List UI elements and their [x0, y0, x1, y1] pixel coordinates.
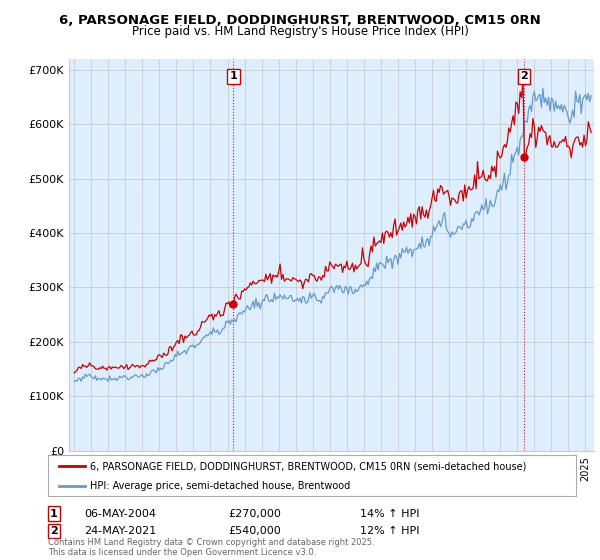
Text: Price paid vs. HM Land Registry's House Price Index (HPI): Price paid vs. HM Land Registry's House … [131, 25, 469, 38]
Text: 24-MAY-2021: 24-MAY-2021 [84, 526, 156, 536]
Text: 2: 2 [50, 526, 58, 536]
Text: 06-MAY-2004: 06-MAY-2004 [84, 508, 156, 519]
Text: 12% ↑ HPI: 12% ↑ HPI [360, 526, 419, 536]
Text: £270,000: £270,000 [228, 508, 281, 519]
Text: 14% ↑ HPI: 14% ↑ HPI [360, 508, 419, 519]
Text: Contains HM Land Registry data © Crown copyright and database right 2025.
This d: Contains HM Land Registry data © Crown c… [48, 538, 374, 557]
Text: 1: 1 [230, 72, 238, 81]
Text: 1: 1 [50, 508, 58, 519]
Text: 6, PARSONAGE FIELD, DODDINGHURST, BRENTWOOD, CM15 0RN (semi-detached house): 6, PARSONAGE FIELD, DODDINGHURST, BRENTW… [90, 461, 527, 471]
Text: 6, PARSONAGE FIELD, DODDINGHURST, BRENTWOOD, CM15 0RN: 6, PARSONAGE FIELD, DODDINGHURST, BRENTW… [59, 14, 541, 27]
Text: 2: 2 [520, 72, 527, 81]
Text: HPI: Average price, semi-detached house, Brentwood: HPI: Average price, semi-detached house,… [90, 480, 350, 491]
Text: £540,000: £540,000 [228, 526, 281, 536]
